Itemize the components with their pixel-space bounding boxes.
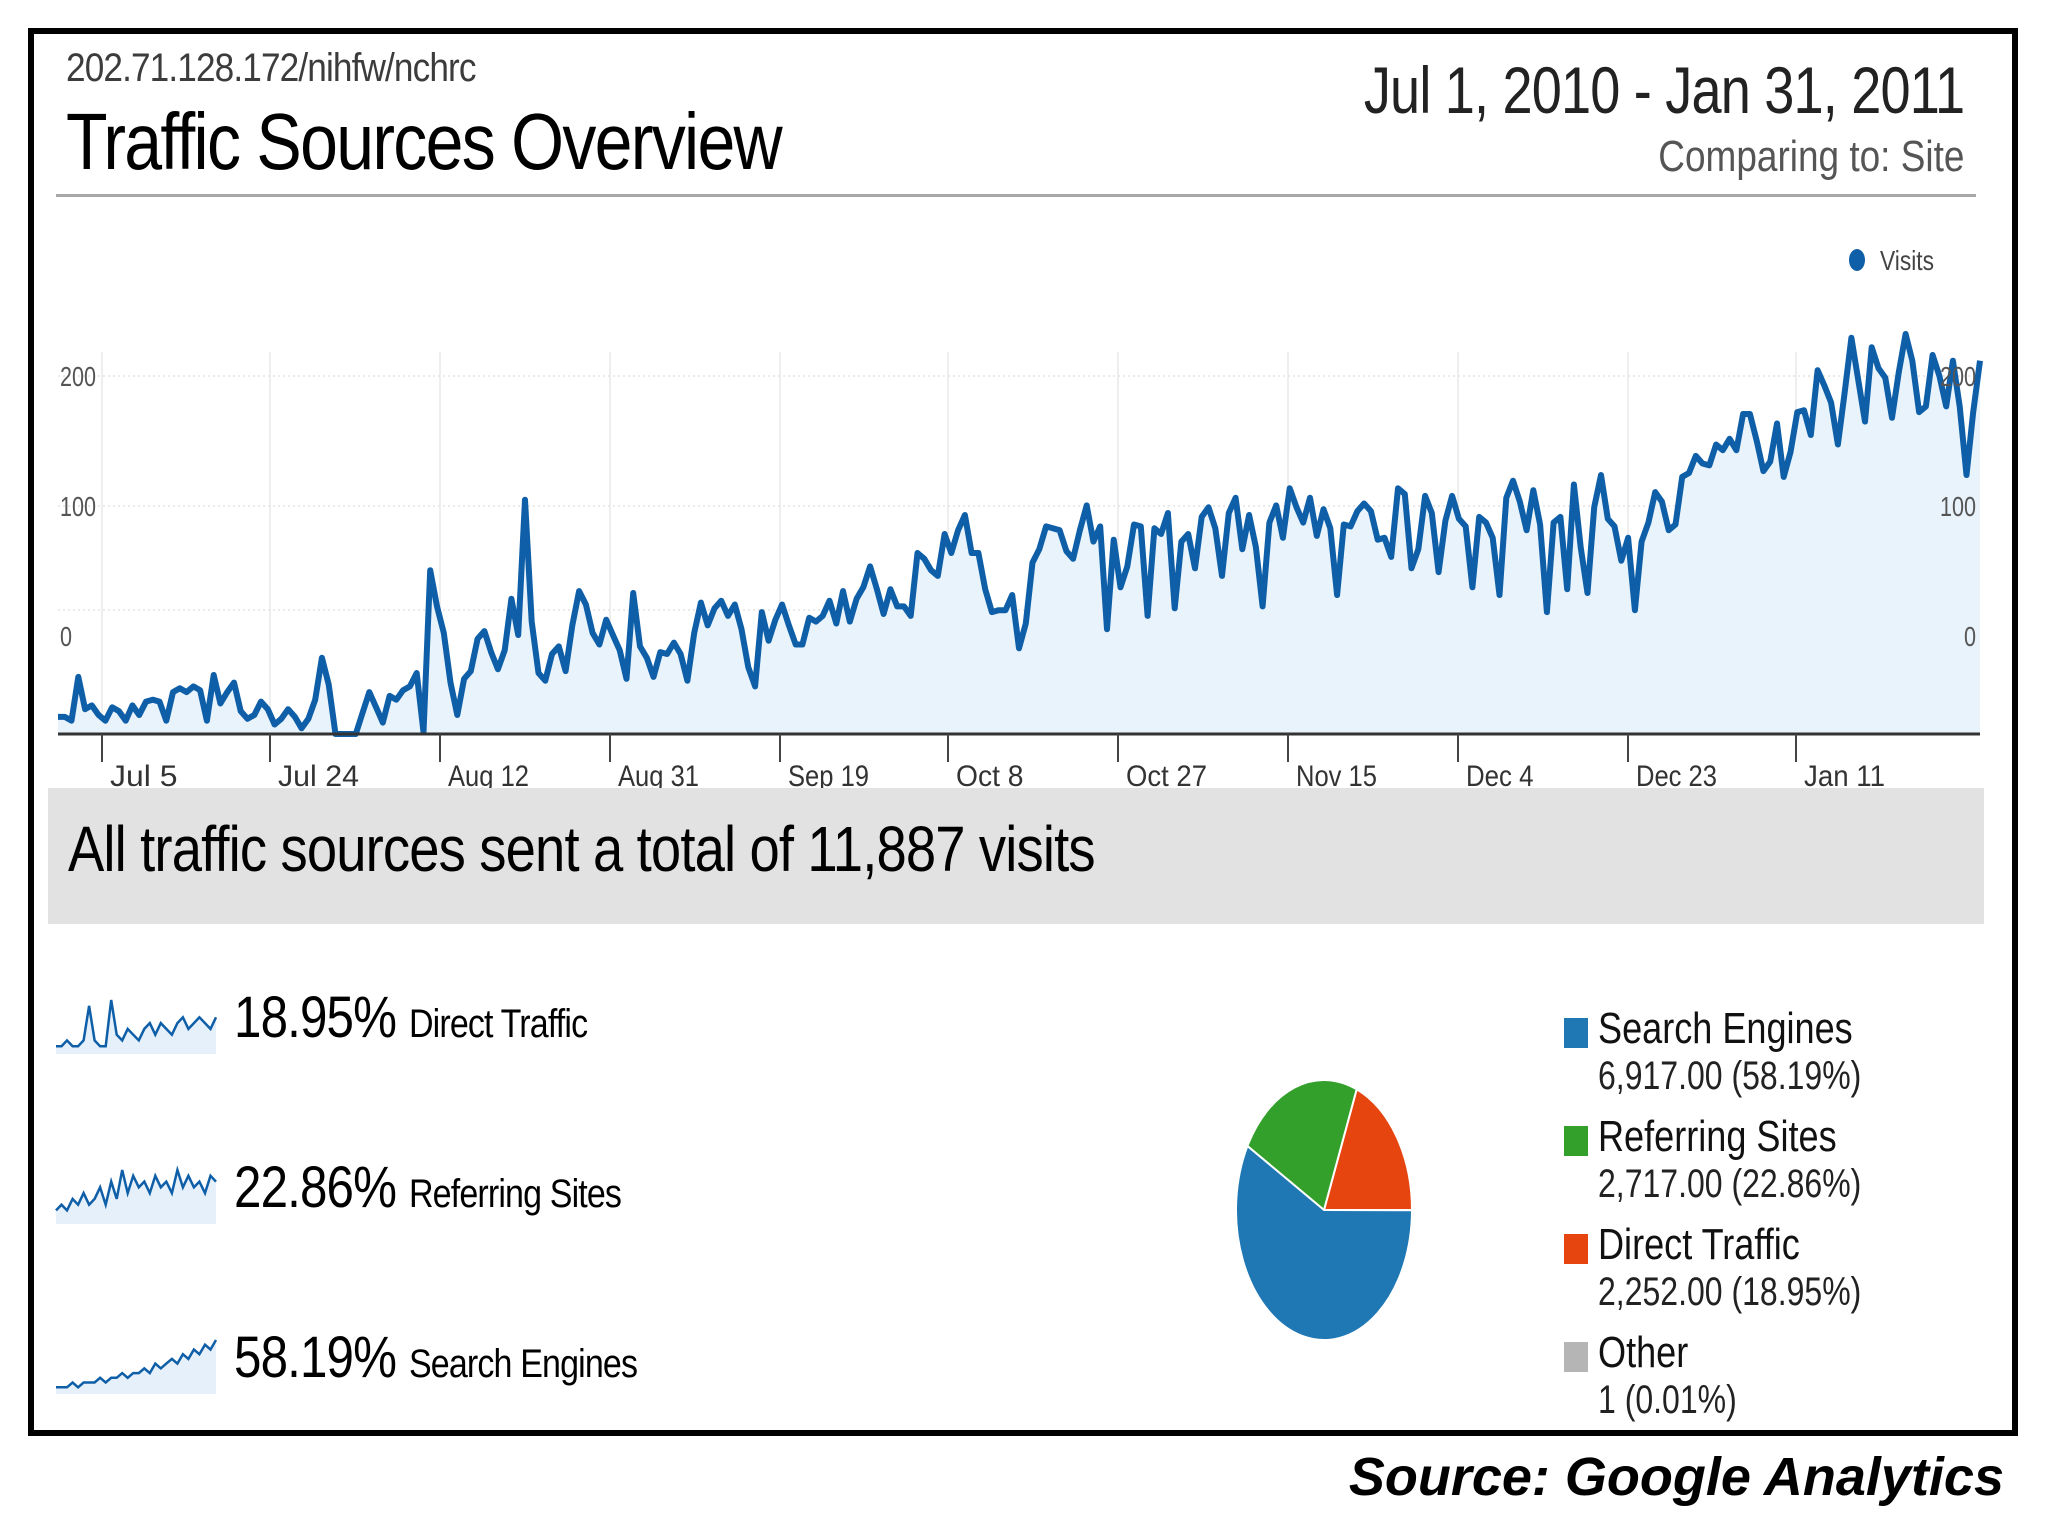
sparkline-referring [55,1165,217,1224]
x-tick-label: Aug 31 [618,760,699,793]
pie-slice-search-engines [1235,1144,1414,1342]
x-tick-label: Jul 5 [110,760,178,793]
visits-series-line [58,331,1983,737]
source-caption: Source: Google Analytics [1348,1447,2004,1507]
summary-banner: All traffic sources sent a total of 11,8… [48,788,1984,924]
sparkline-fill [56,1170,216,1224]
y-tick-label-left: 200 [60,361,96,392]
visits-area-fill [58,334,1980,734]
x-tick-label: Jul 24 [278,760,359,793]
sparkline-search [56,1339,218,1394]
sparkline-fill [56,1340,216,1394]
x-tick-label: Dec 4 [1466,760,1534,793]
y-tick-label-right: 200 [1940,361,1976,392]
legend-swatch [1564,1234,1588,1264]
source-pct-value: 18.95% [234,985,397,1050]
y-tick-label-right: 0 [1964,621,1976,652]
source-label: Search Engines [408,1342,638,1386]
legend-name: Direct Traffic [1598,1220,1800,1269]
x-tick-label: Jan 11 [1804,760,1885,793]
legend-name: Referring Sites [1598,1112,1837,1161]
legend-swatch [1564,1018,1588,1048]
legend-value: 2,717.00 (22.86%) [1598,1162,1862,1206]
source-percentage: 18.95% Direct Traffic [234,984,588,1051]
date-range[interactable]: Jul 1, 2010 - Jan 31, 2011 [1363,53,1964,127]
sparkline-line [56,999,218,1048]
chart-legend: Visits [1849,245,1934,276]
x-tick-label: Oct 27 [1126,760,1207,793]
x-tick-label: Dec 23 [1636,760,1717,793]
x-tick-label: Nov 15 [1296,760,1377,793]
pie-slice-referring-sites [1246,1079,1358,1212]
legend-label-visits: Visits [1880,245,1934,276]
sparkline-fill [56,1000,216,1054]
x-tick-label: Aug 12 [448,760,529,793]
y-tick-label-right: 100 [1940,491,1976,522]
source-pct-value: 22.86% [234,1155,397,1220]
pie-slice-direct-traffic [1322,1087,1414,1211]
y-tick-label-left: 100 [60,491,96,522]
legend-value: 2,252.00 (18.95%) [1598,1270,1862,1314]
header-divider [56,194,1976,197]
source-pct-value: 58.19% [234,1325,397,1390]
legend-name: Search Engines [1598,1004,1853,1053]
y-tick-label-left: 0 [60,621,72,652]
legend-name: Other [1598,1328,1689,1377]
sparkline-line [56,1339,218,1389]
source-percentage: 58.19% Search Engines [234,1324,638,1391]
x-tick-label: Oct 8 [956,760,1024,793]
sparkline-line [55,1165,217,1213]
sparkline-direct [56,999,218,1054]
source-label: Direct Traffic [408,1002,588,1046]
legend-value: 6,917.00 (58.19%) [1598,1054,1862,1098]
traffic-pie-chart [1235,1079,1414,1342]
source-percentage: 22.86% Referring Sites [234,1154,622,1221]
legend-swatch [1564,1342,1588,1372]
report-frame: 202.71.128.172/nihfw/nchrc Traffic Sourc… [28,28,2018,1436]
summary-text: All traffic sources sent a total of 11,8… [68,813,1096,885]
legend-dot-visits [1849,249,1865,271]
legend-swatch [1564,1126,1588,1156]
profile-url: 202.71.128.172/nihfw/nchrc [66,46,476,90]
visits-chart: Jul 5 Jul 24 Aug 12 Aug 31 Sep 19 Oct 8 Oct 27… [58,245,1983,793]
x-tick-label: Sep 19 [788,760,869,793]
page-title: Traffic Sources Overview [66,97,783,186]
source-label: Referring Sites [408,1172,622,1216]
comparing-label: Comparing to: Site [1657,132,1964,181]
legend-value: 1 (0.01%) [1598,1378,1737,1422]
